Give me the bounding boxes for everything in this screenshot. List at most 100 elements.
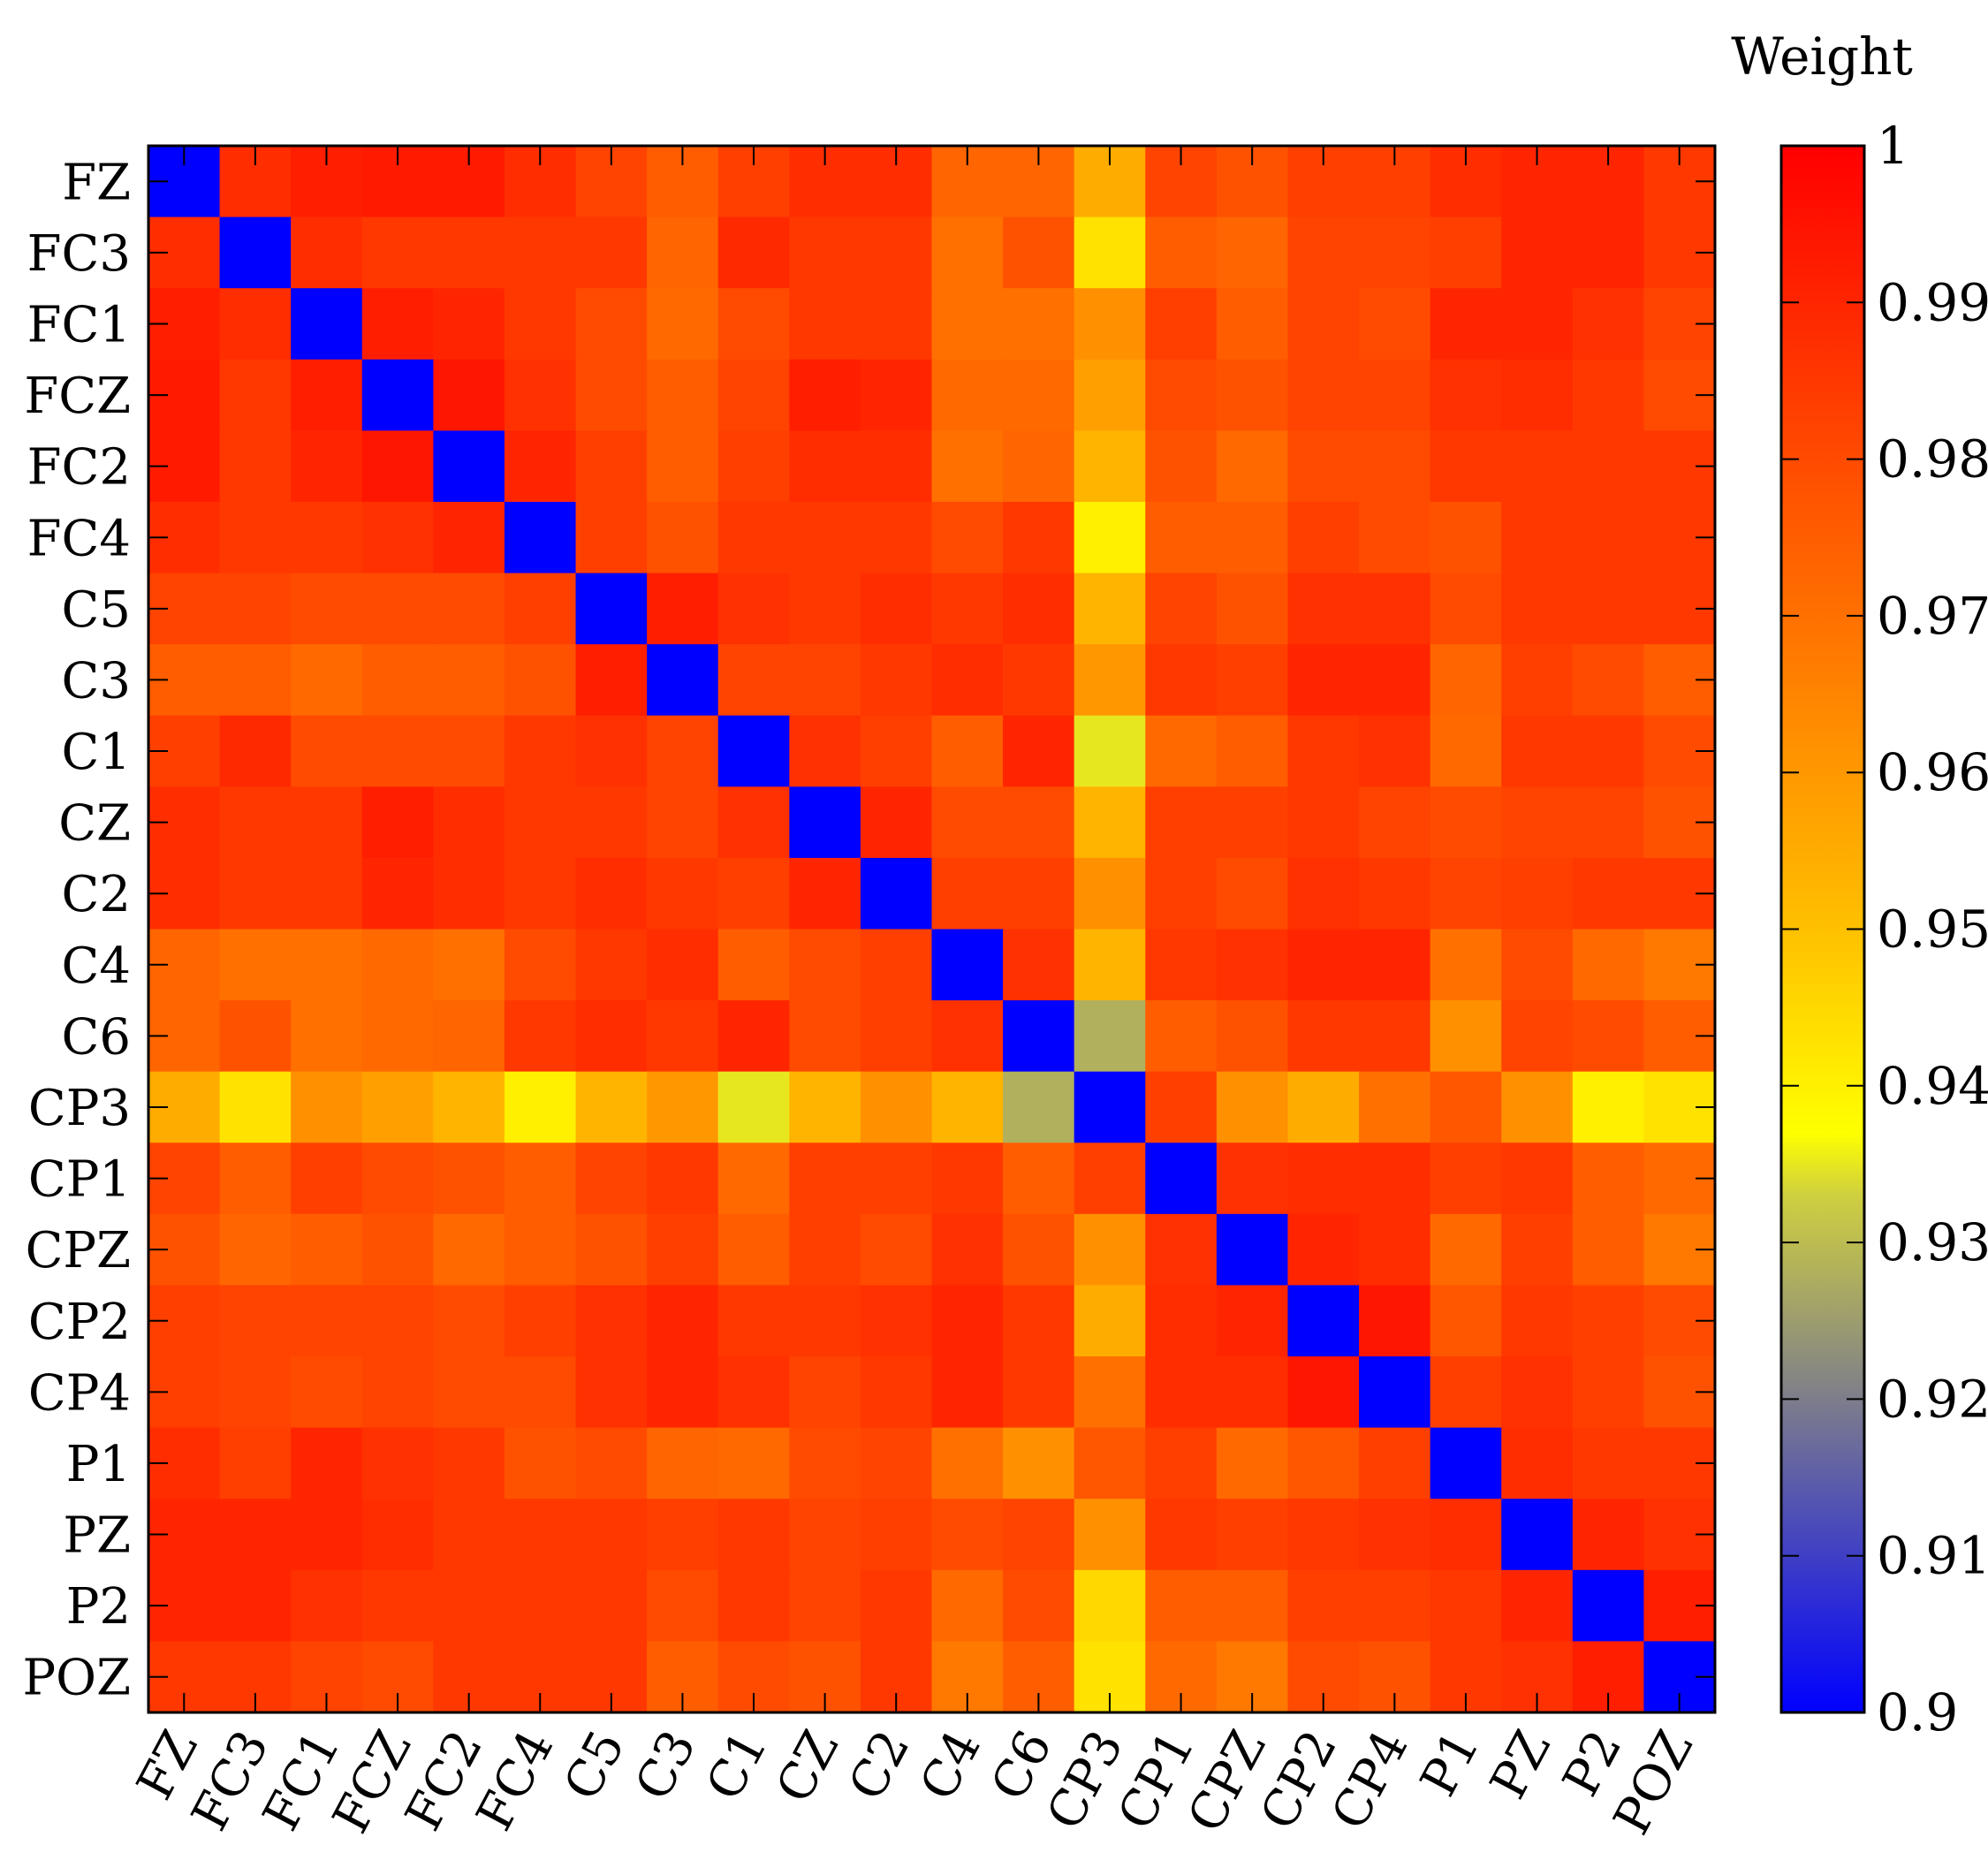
heatmap-cell-FC3-CP1 <box>1145 216 1218 289</box>
heatmap-cell-C6-C1 <box>717 1000 790 1073</box>
heatmap-cell-FC4-C1 <box>717 501 790 574</box>
heatmap-cell-C2-FC1 <box>291 857 363 930</box>
heatmap-cell-C2-FC3 <box>219 857 292 930</box>
heatmap-cell-CPZ-C2 <box>860 1213 933 1287</box>
heatmap-cells <box>148 146 1716 1713</box>
heatmap-cell-C4-FC2 <box>433 929 505 1001</box>
heatmap-cell-C5-PZ <box>1501 573 1574 645</box>
heatmap-cell-P2-C3 <box>647 1569 719 1643</box>
heatmap-cell-C1-FCZ <box>361 715 434 787</box>
heatmap-cell-PZ-PZ <box>1501 1499 1574 1571</box>
colorbar: Weight 0.90.910.920.930.940.950.960.970.… <box>1731 27 1988 1742</box>
heatmap-cell-FCZ-P2 <box>1572 359 1645 431</box>
heatmap-cell-C2-FC2 <box>433 857 505 930</box>
y-label-CPZ: CPZ <box>26 1222 131 1279</box>
heatmap-cell-P2-FC2 <box>433 1569 505 1643</box>
heatmap-cell-C4-CP4 <box>1359 929 1431 1001</box>
y-label-C6: C6 <box>62 1008 131 1066</box>
heatmap-cell-C4-CPZ <box>1216 929 1289 1001</box>
heatmap-cell-PZ-FC2 <box>433 1499 505 1571</box>
colorbar-tick-label: 0.92 <box>1877 1369 1988 1429</box>
heatmap-cell-C3-C2 <box>860 644 933 717</box>
y-label-C4: C4 <box>62 938 131 995</box>
heatmap-cell-C3-CP3 <box>1074 644 1146 717</box>
heatmap-cell-C3-P2 <box>1572 644 1645 717</box>
heatmap-cell-C3-FC3 <box>219 644 292 717</box>
heatmap-cell-C3-CPZ <box>1216 644 1289 717</box>
heatmap-cell-C3-FC2 <box>433 644 505 717</box>
heatmap-cell-C6-CP4 <box>1359 1000 1431 1073</box>
y-axis-labels: FZ FC3 FC1 FCZ FC2 FC4 C5 C3 C1 CZ C2 C4 C6 CP3 CP1 CPZ… <box>23 154 132 1706</box>
y-label-CP4: CP4 <box>28 1364 131 1422</box>
heatmap-cell-P1-CZ <box>789 1427 861 1499</box>
heatmap-cell-CP3-FC3 <box>219 1071 292 1143</box>
colorbar-tick-label: 0.94 <box>1877 1056 1988 1116</box>
heatmap-cell-P2-PZ <box>1501 1569 1574 1643</box>
heatmap-cell-FC4-FC3 <box>219 501 292 574</box>
heatmap-cell-PZ-C1 <box>717 1499 790 1571</box>
y-label-POZ: POZ <box>23 1650 132 1707</box>
heatmap-cell-CP4-FC3 <box>219 1356 292 1429</box>
y-label-C3: C3 <box>62 652 131 710</box>
heatmap-cell-CZ-C3 <box>647 786 719 859</box>
heatmap-cell-CZ-P1 <box>1430 786 1502 859</box>
heatmap-cell-CP3-C4 <box>931 1071 1004 1143</box>
heatmap-cell-C3-FC1 <box>291 644 363 717</box>
heatmap-cell-FC2-FC3 <box>219 430 292 503</box>
heatmap-cell-C4-CP1 <box>1145 929 1218 1001</box>
heatmap-cell-C4-CP3 <box>1074 929 1146 1001</box>
heatmap-cell-FC2-P1 <box>1430 430 1502 503</box>
heatmap-cell-FC3-FC4 <box>504 216 577 289</box>
heatmap-cell-FC4-FC1 <box>291 501 363 574</box>
x-label-CP3: CP3 <box>1036 1721 1134 1839</box>
heatmap-cell-CP3-C5 <box>575 1071 648 1143</box>
heatmap-cell-P2-CP4 <box>1359 1569 1431 1643</box>
heatmap-cell-CP2-CPZ <box>1216 1285 1289 1357</box>
heatmap-cell-FCZ-CP1 <box>1145 359 1218 431</box>
heatmap-cell-CP1-CPZ <box>1216 1143 1289 1215</box>
heatmap-cell-CPZ-FC3 <box>219 1213 292 1287</box>
heatmap-cell-C4-P1 <box>1430 929 1502 1001</box>
heatmap-cell-FC1-P1 <box>1430 288 1502 361</box>
heatmap-cell-CP4-FC4 <box>504 1356 577 1429</box>
heatmap-cell-C3-C1 <box>717 644 790 717</box>
y-label-CP1: CP1 <box>28 1151 131 1209</box>
heatmap-cell-PZ-C6 <box>1003 1499 1075 1571</box>
heatmap-cell-FC4-CPZ <box>1216 501 1289 574</box>
x-label-FC2: FC2 <box>395 1721 494 1840</box>
heatmap-cell-PZ-P1 <box>1430 1499 1502 1571</box>
heatmap-cell-C4-C4 <box>931 929 1004 1001</box>
heatmap-cell-C4-FC3 <box>219 929 292 1001</box>
y-label-PZ: PZ <box>63 1507 131 1565</box>
heatmap-cell-CP1-FC3 <box>219 1143 292 1215</box>
heatmap-cell-FC2-C3 <box>647 430 719 503</box>
heatmap-cell-FCZ-PZ <box>1501 359 1574 431</box>
heatmap-cell-P2-FC1 <box>291 1569 363 1643</box>
heatmap-cell-PZ-CZ <box>789 1499 861 1571</box>
heatmap-cell-CP3-C3 <box>647 1071 719 1143</box>
heatmap-cell-CPZ-FCZ <box>361 1213 434 1287</box>
heatmap-cell-P1-P1 <box>1430 1427 1502 1499</box>
heatmap-cell-FC4-FCZ <box>361 501 434 574</box>
heatmap-cell-FCZ-C1 <box>717 359 790 431</box>
heatmap-cell-C6-CZ <box>789 1000 861 1073</box>
heatmap-cell-FCZ-C3 <box>647 359 719 431</box>
heatmap-cell-FC1-FCZ <box>361 288 434 361</box>
heatmap-cell-CP1-PZ <box>1501 1143 1574 1215</box>
heatmap-cell-FC2-FC4 <box>504 430 577 503</box>
heatmap-cell-C3-CP4 <box>1359 644 1431 717</box>
heatmap-cell-C6-C5 <box>575 1000 648 1073</box>
heatmap-cell-CP2-FCZ <box>361 1285 434 1357</box>
heatmap-cell-C2-CZ <box>789 857 861 930</box>
heatmap-cell-FC4-PZ <box>1501 501 1574 574</box>
heatmap-cell-C3-FCZ <box>361 644 434 717</box>
x-axis-labels: FZFC3FC1FCZFC2FC4C5C3C1CZC2C4C6CP3CP1CPZ… <box>126 1721 1704 1844</box>
heatmap-cell-FC4-C6 <box>1003 501 1075 574</box>
heatmap-cell-CP1-FC4 <box>504 1143 577 1215</box>
x-label-CZ: CZ <box>765 1721 850 1812</box>
heatmap-cell-CP1-C6 <box>1003 1143 1075 1215</box>
heatmap-cell-FC1-P2 <box>1572 288 1645 361</box>
heatmap-cell-C5-C1 <box>717 573 790 645</box>
heatmap-cell-C3-PZ <box>1501 644 1574 717</box>
heatmap-cell-FC3-C3 <box>647 216 719 289</box>
